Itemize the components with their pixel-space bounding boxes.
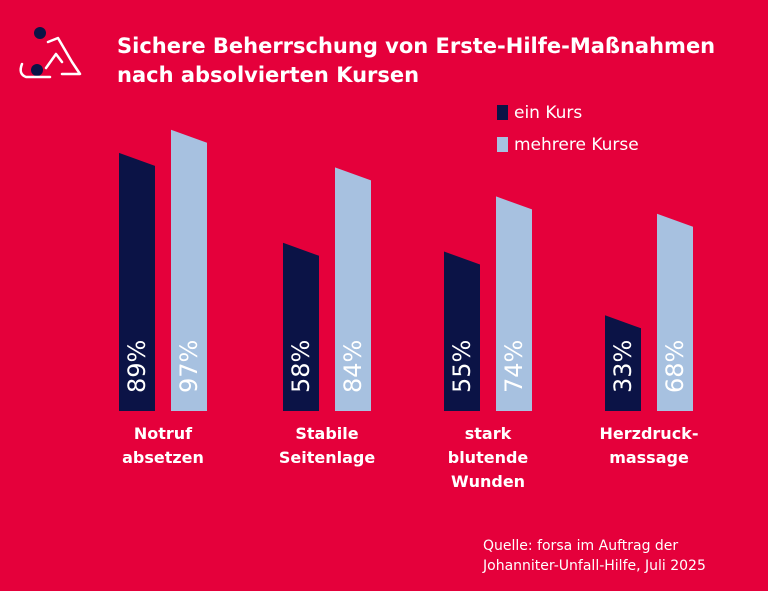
value-label: 33% [609, 340, 637, 393]
x-tick-label: absetzen [122, 448, 204, 467]
value-label: 58% [287, 340, 315, 393]
bar [171, 129, 207, 411]
value-label: 89% [123, 340, 151, 393]
x-tick-label: Stabile [295, 424, 358, 443]
bar [283, 242, 319, 411]
icon [19, 27, 82, 79]
x-tick-label: Seitenlage [279, 448, 375, 467]
value-label: 55% [448, 340, 476, 393]
legend-swatch [497, 137, 508, 152]
source-note: Quelle: forsa im Auftrag der Johanniter-… [483, 538, 706, 574]
value-label: 84% [339, 340, 367, 393]
x-tick-label: stark [465, 424, 512, 443]
x-tick-label: Wunden [451, 472, 525, 491]
bar [605, 315, 641, 411]
x-tick-label: blutende [448, 448, 529, 467]
x-tick-label: Notruf [134, 424, 193, 443]
bar [444, 251, 480, 411]
value-label: 74% [500, 340, 528, 393]
bar [496, 196, 532, 411]
legend-label: mehrere Kurse [514, 135, 639, 155]
legend-label: ein Kurs [514, 103, 582, 123]
bar [657, 213, 693, 411]
bar [119, 152, 155, 411]
value-label: 68% [661, 340, 689, 393]
bar [335, 167, 371, 411]
x-tick-label: massage [609, 448, 689, 467]
value-label: 97% [175, 340, 203, 393]
legend-swatch [497, 105, 508, 120]
chart-title: Sichere Beherrschung von Erste-Hilfe-Maß… [117, 34, 716, 87]
x-tick-label: Herzdruck- [600, 424, 699, 443]
